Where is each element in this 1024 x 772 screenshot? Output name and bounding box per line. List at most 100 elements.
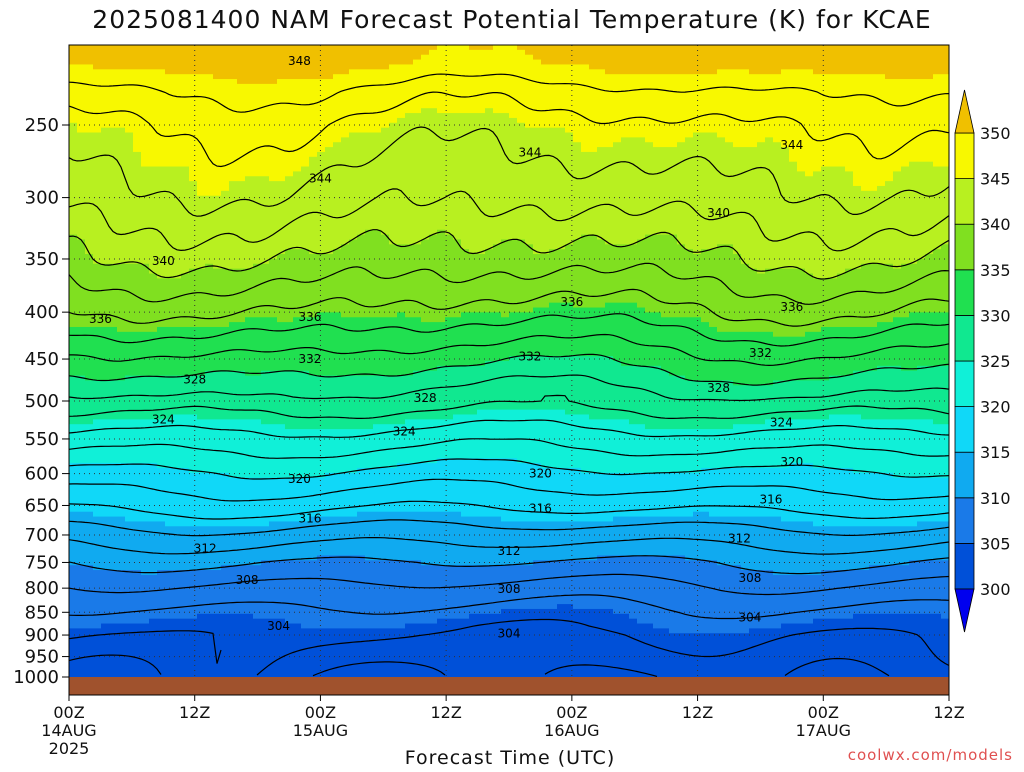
fill-cell: [77, 545, 86, 552]
fill-cell: [221, 297, 230, 304]
fill-cell: [77, 365, 86, 372]
fill-cell: [173, 151, 182, 158]
fill-cell: [333, 555, 342, 561]
fill-cell: [285, 424, 294, 430]
fill-cell: [93, 161, 102, 168]
fill-cell: [205, 307, 214, 313]
fill-cell: [173, 351, 182, 357]
fill-cell: [365, 560, 374, 566]
fill-cell: [141, 147, 150, 153]
fill-cell: [173, 555, 182, 561]
fill-cell: [341, 88, 350, 95]
fill-cell: [149, 501, 158, 508]
fill-cell: [309, 205, 318, 211]
fill-cell: [109, 433, 118, 440]
fill-cell: [309, 570, 318, 576]
fill-cell: [93, 234, 102, 241]
fill-cell: [149, 156, 158, 163]
fill-cell: [173, 399, 182, 406]
fill-cell: [213, 424, 222, 430]
fill-cell: [93, 404, 102, 411]
fill-cell: [309, 506, 318, 513]
fill-cell: [261, 638, 270, 644]
fill-cell: [109, 657, 118, 664]
fill-cell: [213, 249, 222, 255]
fill-cell: [109, 346, 118, 352]
fill-cell: [101, 667, 110, 673]
fill-cell: [229, 195, 238, 202]
fill-cell: [285, 181, 294, 187]
fill-cell: [181, 438, 190, 445]
fill-cell: [85, 351, 94, 357]
fill-cell: [117, 312, 126, 318]
fill-cell: [157, 506, 166, 513]
fill-cell: [157, 448, 166, 454]
fill-cell: [317, 395, 326, 401]
fill-cell: [221, 54, 230, 61]
fill-cell: [317, 657, 326, 664]
fill-cell: [213, 550, 222, 557]
fill-cell: [165, 74, 174, 80]
fill-cell: [301, 429, 310, 435]
fill-cell: [149, 273, 158, 279]
fill-cell: [85, 589, 94, 595]
fill-cell: [245, 628, 254, 634]
fill-cell: [325, 79, 334, 85]
fill-cell: [101, 390, 110, 396]
fill-cell: [357, 511, 366, 518]
fill-cell: [309, 263, 318, 270]
fill-cell: [341, 574, 350, 581]
fill-cell: [245, 331, 254, 338]
fill-cell: [149, 414, 158, 420]
fill-cell: [213, 633, 222, 639]
fill-cell: [373, 69, 382, 75]
fill-cell: [181, 74, 190, 80]
fill-cell: [141, 156, 150, 163]
fill-cell: [237, 176, 246, 182]
fill-cell: [309, 458, 318, 464]
fill-cell: [197, 404, 206, 411]
fill-cell: [93, 370, 102, 377]
fill-cell: [117, 570, 126, 576]
fill-cell: [101, 521, 110, 527]
fill-cell: [293, 69, 302, 75]
fill-cell: [285, 550, 294, 557]
fill-cell: [237, 161, 246, 168]
fill-cell: [157, 526, 166, 532]
fill-cell: [77, 220, 86, 226]
fill-cell: [269, 467, 278, 474]
fill-cell: [205, 229, 214, 236]
fill-cell: [141, 239, 150, 245]
fill-cell: [77, 224, 86, 231]
fill-cell: [109, 623, 118, 629]
fill-cell: [237, 268, 246, 275]
fill-cell: [269, 545, 278, 552]
fill-cell: [117, 234, 126, 241]
fill-cell: [157, 113, 166, 119]
fill-cell: [373, 59, 382, 66]
fill-cell: [325, 181, 334, 187]
fill-cell: [365, 351, 374, 357]
fill-cell: [101, 657, 110, 664]
fill-cell: [269, 351, 278, 357]
fill-cell: [77, 531, 86, 537]
fill-cell: [181, 565, 190, 571]
fill-cell: [93, 419, 102, 425]
fill-cell: [277, 288, 286, 294]
fill-cell: [341, 613, 350, 620]
fill-cell: [373, 302, 382, 309]
fill-cell: [85, 220, 94, 226]
fill-cell: [365, 550, 374, 557]
fill-cell: [149, 312, 158, 318]
fill-cell: [165, 618, 174, 625]
fill-cell: [301, 506, 310, 513]
fill-cell: [269, 283, 278, 289]
fill-cell: [245, 288, 254, 294]
fill-cell: [213, 482, 222, 488]
fill-cell: [349, 477, 358, 484]
fill-cell: [85, 429, 94, 435]
fill-cell: [165, 98, 174, 104]
fill-cell: [261, 249, 270, 255]
fill-cell: [221, 341, 230, 348]
fill-cell: [229, 98, 238, 104]
